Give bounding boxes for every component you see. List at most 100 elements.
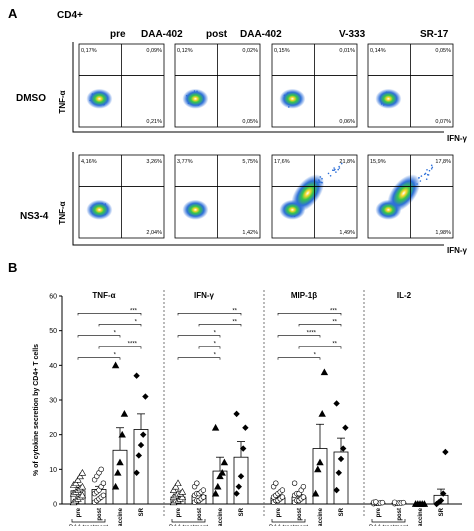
significance-bracket (198, 346, 221, 349)
row-frame (72, 42, 444, 133)
significance-bracket (277, 335, 321, 338)
bar (133, 429, 149, 505)
density-core (182, 88, 209, 109)
quadrant-percent-ur: 5,75% (242, 159, 258, 165)
category-label: pre (376, 507, 382, 517)
category-label: post (297, 508, 303, 521)
density-core (182, 199, 209, 220)
data-point (233, 490, 240, 497)
bar-vaccine: Vaccine (111, 361, 129, 530)
quadrant-percent-lr: 0,07% (435, 119, 451, 125)
data-point (333, 486, 340, 494)
data-point (118, 430, 126, 438)
y-tick-label: 40 (49, 363, 57, 370)
data-point (337, 455, 345, 463)
group-title: MIP-1β (291, 291, 317, 300)
group-title: TNF-α (92, 291, 115, 300)
significance-label: *** (330, 308, 338, 314)
column-top-label: post (206, 29, 228, 40)
data-point (116, 458, 124, 466)
quadrant-percent-lr: 1,98% (435, 230, 451, 236)
category-label: SR (139, 507, 145, 516)
category-label: SR (339, 507, 345, 516)
panel-a-letter: A (8, 6, 18, 21)
data-point (100, 480, 107, 486)
row-y-axis-label: TNF-α (58, 90, 67, 113)
data-point (140, 431, 147, 438)
quadrant-percent-ul: 17,6% (274, 159, 290, 165)
event-dot (427, 174, 430, 176)
event-dot (420, 175, 423, 177)
significance-bracket (277, 313, 342, 316)
data-point (437, 497, 445, 504)
category-label: Vaccine (218, 507, 224, 526)
quadrant-percent-lr: 0,21% (146, 119, 162, 125)
significance-label: ** (232, 319, 237, 325)
data-point (218, 468, 226, 476)
event-dot (329, 175, 332, 177)
flow-plot: 4,16% 3,26% 2,04% (78, 154, 165, 239)
quadrant-percent-ul: 15,9% (370, 159, 386, 165)
y-axis-title: % of cytokine secretion by CD4+ T cells (33, 344, 40, 476)
data-point (174, 479, 182, 487)
panel-a-column-headers: pre DAA-402 post DAA-402 V-333 SR-17 (110, 29, 449, 40)
category-label: post (197, 508, 203, 521)
event-dot (428, 169, 431, 172)
significance-bracket (77, 357, 121, 360)
data-point (300, 494, 307, 500)
flow-plot: 0,12% 0,02% 0,05% (174, 43, 261, 128)
row-y-axis-label: TNF-α (58, 201, 67, 224)
event-dot (338, 165, 340, 168)
quadrant-percent-lr: 1,49% (339, 230, 355, 236)
density-core (86, 88, 113, 109)
significance-label: * (114, 353, 117, 359)
quadrant-percent-lr: 2,04% (146, 230, 162, 236)
event-dot (335, 171, 337, 173)
significance-bracket (298, 324, 342, 327)
data-point (114, 468, 122, 476)
data-point (237, 473, 245, 480)
quadrant-percent-ul: 0,15% (274, 48, 290, 54)
row-frame (72, 152, 444, 246)
category-label: pre (276, 507, 282, 517)
data-point (72, 479, 80, 487)
bar-pre: pre (270, 480, 286, 517)
significance-label: **** (307, 331, 317, 337)
quadrant-percent-ul: 4,16% (81, 159, 97, 165)
data-point (78, 468, 87, 476)
column-title: DAA-402 (141, 29, 183, 40)
data-point (137, 441, 145, 449)
event-dot (337, 168, 340, 171)
data-point (100, 492, 107, 499)
data-point (318, 410, 326, 417)
data-point (76, 472, 84, 480)
event-dot (430, 168, 433, 170)
data-point (211, 423, 220, 431)
data-point (342, 424, 349, 431)
category-label: pre (76, 507, 82, 517)
data-point (133, 469, 140, 476)
data-point (235, 483, 242, 490)
quadrant-percent-ur: 0,09% (146, 48, 162, 54)
data-point (216, 472, 224, 480)
bar (233, 456, 249, 505)
y-tick-label: 60 (49, 294, 57, 301)
event-dot (327, 172, 330, 175)
density-core (279, 199, 306, 220)
density-core (375, 199, 402, 220)
data-point (440, 490, 447, 497)
y-tick-label: 10 (49, 467, 57, 474)
category-label: Vaccine (418, 507, 424, 526)
quadrant-percent-ur: 3,26% (146, 159, 162, 165)
significance-label: * (314, 353, 317, 359)
panel-b-letter: B (8, 260, 17, 275)
significance-label: * (214, 342, 217, 348)
data-point (178, 488, 187, 495)
data-point (74, 475, 82, 483)
category-label: Vaccine (318, 507, 324, 526)
data-point (300, 483, 307, 490)
category-label: SR (439, 507, 445, 516)
data-point (233, 410, 240, 418)
